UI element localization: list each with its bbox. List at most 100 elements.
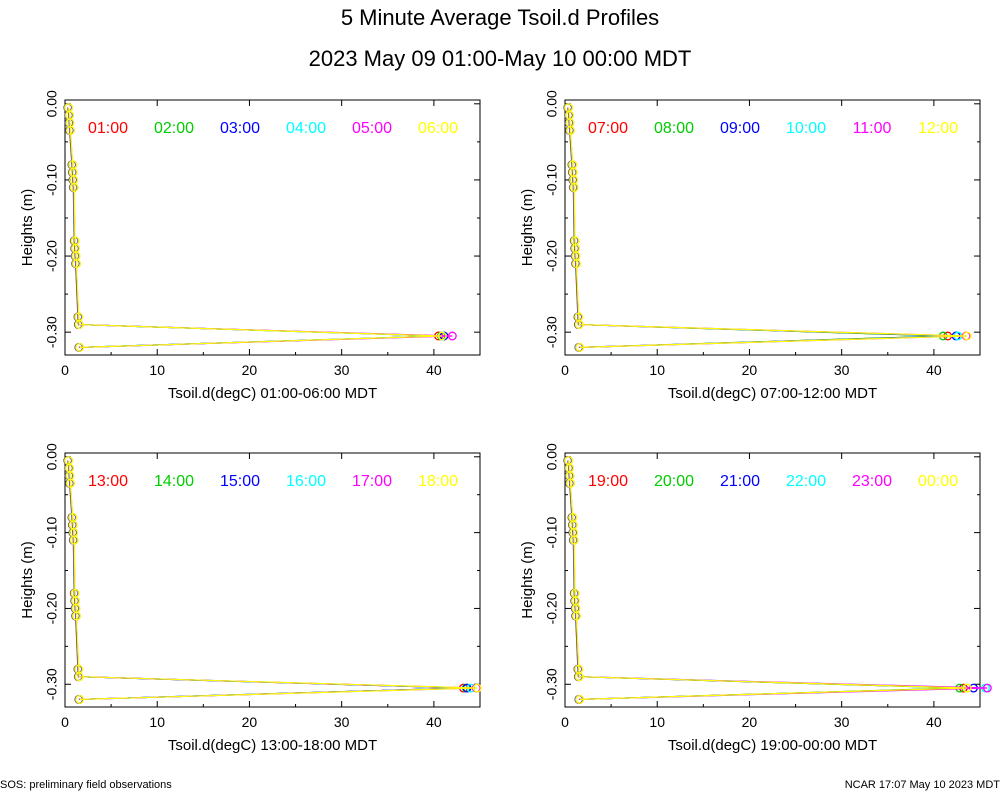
series-line-05:00 <box>67 107 453 348</box>
y-tick-label: 0.00 <box>44 443 60 470</box>
legend-entry: 06:00 <box>418 120 458 137</box>
plot-frame <box>564 452 981 708</box>
x-tick-label: 30 <box>834 362 850 378</box>
series-line-04:00 <box>67 107 443 348</box>
data-point <box>962 331 972 341</box>
series-line-08:00 <box>567 107 944 348</box>
panel-1: 0 10 20 30 40 0.00 -0.10 -0.20 -0.30 Tsoil.d(degC… <box>19 90 481 402</box>
data-point <box>437 331 447 341</box>
x-tick-label: 40 <box>926 362 942 378</box>
data-point <box>69 183 79 192</box>
series-line-16:00 <box>67 460 471 700</box>
x-tick-label: 0 <box>61 714 69 730</box>
legend-entry: 15:00 <box>220 473 260 490</box>
data-point <box>962 683 972 693</box>
panel-3: 0 10 20 30 40 0.00 -0.10 -0.20 -0.30 Tsoil.d(degC… <box>19 443 482 754</box>
legend-entry: 09:00 <box>720 120 760 137</box>
data-point <box>566 125 575 135</box>
x-tick-label: 0 <box>561 362 569 378</box>
data-point <box>72 611 81 621</box>
data-point <box>447 331 457 341</box>
series-line-23:00 <box>567 460 988 700</box>
x-tick-label: 20 <box>742 362 758 378</box>
y-tick-label: -0.30 <box>44 668 60 700</box>
data-point <box>66 478 75 488</box>
series-line-19:00 <box>567 460 964 700</box>
legend-entry: 16:00 <box>286 473 326 490</box>
plot-frame <box>64 452 481 708</box>
series-line-22:00 <box>567 460 986 700</box>
data-point <box>572 611 581 621</box>
x-tick-label: 10 <box>649 714 665 730</box>
series-line-09:00 <box>567 107 957 348</box>
x-tick-label: 20 <box>242 362 258 378</box>
legend-entry: 00:00 <box>918 473 958 490</box>
y-axis-label: Heights (m) <box>19 189 36 267</box>
series-line-12:00 <box>568 107 968 348</box>
data-point <box>66 125 75 135</box>
x-tick-label: 40 <box>926 714 942 730</box>
series-line-03:00 <box>67 107 445 348</box>
y-tick-label: 0.00 <box>44 90 60 117</box>
x-tick-label: 40 <box>426 714 442 730</box>
x-tick-label: 30 <box>334 714 350 730</box>
x-tick-label: 10 <box>649 362 665 378</box>
panel-4: 0 10 20 30 40 0.00 -0.10 -0.20 -0.30 Tsoil.d(degC… <box>519 443 992 754</box>
legend-entry: 01:00 <box>88 120 128 137</box>
y-tick-label: -0.20 <box>44 592 60 624</box>
legend-entry: 05:00 <box>352 120 392 137</box>
legend-entry: 18:00 <box>418 473 458 490</box>
data-point <box>574 320 584 330</box>
data-point <box>569 183 579 192</box>
data-point <box>575 342 585 352</box>
data-point <box>472 683 482 693</box>
x-axis-label: Tsoil.d(degC) 13:00-18:00 MDT <box>168 737 377 754</box>
plot-frame <box>64 99 481 356</box>
legend-entry: 02:00 <box>154 120 194 137</box>
legend-entry: 08:00 <box>654 120 694 137</box>
y-tick-label: -0.20 <box>544 240 560 272</box>
series-line-07:00 <box>567 107 948 348</box>
legend-entry: 21:00 <box>720 473 760 490</box>
series-line-13:00 <box>67 460 464 700</box>
series-line-17:00 <box>67 460 477 700</box>
series-line-11:00 <box>567 107 967 348</box>
y-tick-label: 0.00 <box>544 90 560 117</box>
data-point <box>569 535 579 545</box>
x-axis-label: Tsoil.d(degC) 01:00-06:00 MDT <box>168 385 377 402</box>
data-point <box>575 694 585 704</box>
data-point <box>75 342 85 352</box>
legend-entry: 19:00 <box>588 473 628 490</box>
legend-entry: 12:00 <box>918 120 958 137</box>
y-tick-label: -0.20 <box>44 240 60 272</box>
plot-frame <box>564 99 981 356</box>
series-line-00:00 <box>568 460 968 700</box>
figure-subtitle: 2023 May 09 01:00-May 10 00:00 MDT <box>309 46 692 71</box>
data-point <box>982 683 992 693</box>
y-tick-label: -0.30 <box>544 668 560 700</box>
x-tick-label: 20 <box>242 714 258 730</box>
y-axis-label: Heights (m) <box>519 541 536 619</box>
data-point <box>69 535 79 545</box>
legend-entry: 22:00 <box>786 473 826 490</box>
x-tick-label: 40 <box>426 362 442 378</box>
legend-entry: 07:00 <box>588 120 628 137</box>
data-point <box>72 259 81 269</box>
series-line-14:00 <box>67 460 467 700</box>
legend-entry: 03:00 <box>220 120 260 137</box>
y-tick-label: -0.30 <box>44 316 60 348</box>
series-line-01:00 <box>67 107 439 348</box>
footer-right: NCAR 17:07 May 10 2023 MDT <box>845 779 1000 791</box>
y-tick-label: -0.30 <box>544 316 560 348</box>
x-axis-label: Tsoil.d(degC) 19:00-00:00 MDT <box>668 737 877 754</box>
y-tick-label: -0.20 <box>544 592 560 624</box>
x-tick-label: 0 <box>561 714 569 730</box>
y-tick-label: -0.10 <box>544 516 560 548</box>
series-line-20:00 <box>567 460 960 700</box>
series-line-15:00 <box>67 460 468 700</box>
legend-entry: 04:00 <box>286 120 326 137</box>
panel-2: 0 10 20 30 40 0.00 -0.10 -0.20 -0.30 Tsoil.d(degC… <box>519 90 981 402</box>
series-line-06:00 <box>68 107 443 348</box>
data-point <box>75 694 85 704</box>
